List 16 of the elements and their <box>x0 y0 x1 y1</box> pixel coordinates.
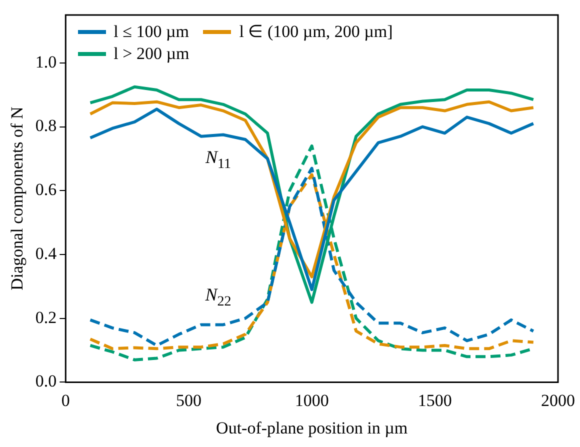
x-tick-label: 500 <box>176 390 202 410</box>
y-tick-label: 0.0 <box>35 372 57 391</box>
x-tick-label: 0 <box>61 390 70 410</box>
y-tick-label: 0.2 <box>35 308 57 327</box>
y-axis-title: Diagonal components of N <box>8 106 27 290</box>
x-tick-label: 2000 <box>541 390 575 410</box>
legend-label: l ≤ 100 µm <box>114 22 189 42</box>
y-tick-label: 0.6 <box>35 180 57 200</box>
legend-label: l ∈ (100 µm, 200 µm] <box>239 21 393 42</box>
x-tick-label: 1500 <box>418 390 452 410</box>
y-tick-label: 0.8 <box>35 116 57 136</box>
y-tick-label: 1.0 <box>35 52 57 72</box>
y-tick-label: 0.4 <box>35 244 58 263</box>
legend-label: l > 200 µm <box>114 44 190 64</box>
x-tick-label: 1000 <box>294 390 329 410</box>
x-axis-title: Out-of-plane position in µm <box>216 418 408 438</box>
